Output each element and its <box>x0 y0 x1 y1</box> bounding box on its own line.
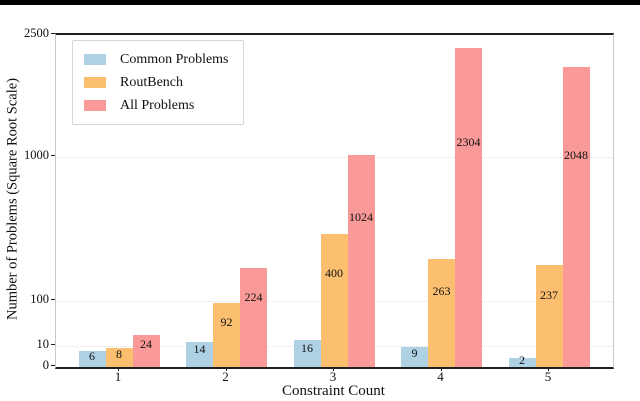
bar-all-problems-5 <box>562 66 590 367</box>
x-tick-label: 1 <box>114 369 122 384</box>
bar-all-problems-1 <box>132 334 160 367</box>
y-tick-mark <box>51 155 55 156</box>
gridline <box>56 157 613 158</box>
bar-value-label: 8 <box>116 346 122 361</box>
bar-value-label: 263 <box>432 283 451 298</box>
legend-label: RoutBench <box>120 74 183 90</box>
bar-value-label: 2048 <box>564 147 588 162</box>
bar-value-label: 24 <box>140 337 152 351</box>
bar-value-label: 2 <box>519 353 525 368</box>
bar-value-label: 6 <box>89 348 95 363</box>
bar-common-problems-4 <box>401 347 428 367</box>
bar-common-problems-3 <box>293 340 321 367</box>
y-tick-label: 2500 <box>24 26 49 40</box>
bar-value-label: 237 <box>540 287 558 302</box>
legend-label: All Problems <box>120 97 195 113</box>
bar-routbench-3 <box>320 234 348 367</box>
bar-value-label: 400 <box>325 266 343 281</box>
bar-value-label: 16 <box>301 341 313 356</box>
legend-item-all-problems: All Problems <box>84 94 229 117</box>
legend-swatch-all-problems <box>84 100 106 111</box>
y-tick-mark <box>51 298 55 300</box>
y-tick-label: 10 <box>36 337 50 351</box>
x-tick-label: 5 <box>544 369 552 384</box>
bar-value-label: 2304 <box>456 134 481 149</box>
bar-routbench-4 <box>428 259 455 367</box>
bar-value-label: 1024 <box>349 209 373 224</box>
bar-routbench-5 <box>535 264 563 367</box>
bar-value-label: 14 <box>193 342 206 357</box>
x-tick-mark <box>548 367 549 371</box>
legend: Common Problems RoutBench All Problems <box>72 40 244 125</box>
x-tick-mark <box>118 367 119 371</box>
bar-value-label: 92 <box>220 315 233 329</box>
bar-all-problems-4 <box>455 48 482 367</box>
y-tick-label: 100 <box>30 291 49 306</box>
bar-common-problems-1 <box>78 350 106 367</box>
x-tick-label: 4 <box>437 369 444 384</box>
bar-routbench-1 <box>105 348 133 367</box>
x-tick-label: 2 <box>222 369 229 384</box>
x-tick-mark <box>333 367 334 371</box>
x-tick-mark <box>440 367 442 371</box>
x-tick-label: 3 <box>329 369 337 384</box>
x-axis-title: Constraint Count <box>282 383 385 399</box>
y-tick-mark <box>51 344 55 345</box>
x-tick-mark <box>225 367 227 371</box>
bar-common-problems-2 <box>186 342 213 367</box>
bar-common-problems-5 <box>508 357 536 367</box>
bar-value-label: 9 <box>411 345 418 360</box>
legend-item-routbench: RoutBench <box>84 71 229 94</box>
legend-label: Common Problems <box>120 51 229 67</box>
legend-swatch-routbench <box>84 77 106 88</box>
y-tick-label: 1000 <box>24 148 49 162</box>
bar-all-problems-2 <box>240 267 267 367</box>
legend-swatch-common-problems <box>84 54 106 65</box>
bar-routbench-2 <box>213 303 240 367</box>
y-tick-label: 0 <box>42 358 49 372</box>
bar-value-label: 224 <box>244 289 263 304</box>
legend-item-common-problems: Common Problems <box>84 48 229 71</box>
bar-all-problems-3 <box>347 154 375 367</box>
plot-area: Common Problems RoutBench All Problems 6… <box>55 33 614 369</box>
figure-border-top <box>0 0 640 5</box>
y-tick-mark <box>51 33 55 34</box>
y-tick-mark <box>51 365 55 366</box>
